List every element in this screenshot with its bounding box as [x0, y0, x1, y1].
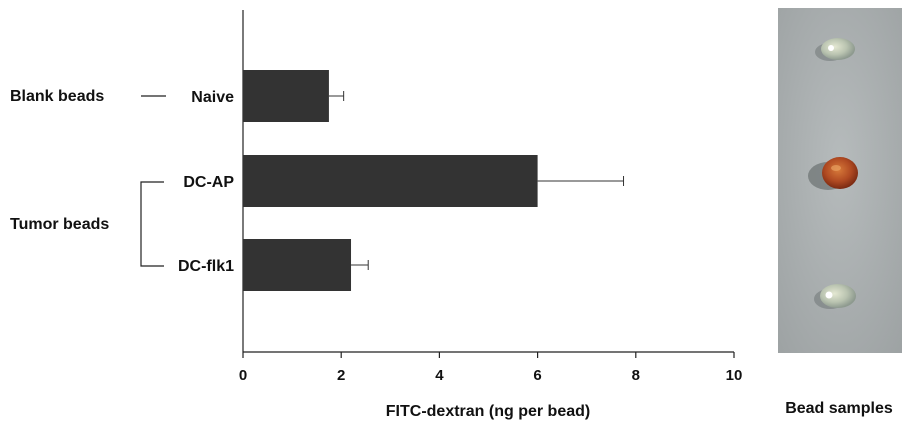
tumor-beads-bracket [140, 181, 164, 267]
bar-dc-flk1 [243, 239, 352, 291]
bar-naive [243, 70, 329, 122]
x-tick-label: 4 [435, 367, 444, 384]
photo-caption: Bead samples [785, 400, 893, 417]
x-tick-label: 0 [239, 367, 247, 384]
bead-samples-photo [778, 8, 902, 353]
bead-clear-top [815, 38, 855, 61]
x-tick-label: 6 [533, 367, 541, 384]
bars-group [243, 70, 625, 291]
group-label-blank-beads: Blank beads [10, 88, 104, 105]
x-axis-title: FITC-dextran (ng per bead) [386, 403, 590, 420]
category-label-naive: Naive [191, 89, 234, 106]
x-tick-label: 10 [726, 367, 743, 384]
category-label-dc-flk1: DC-flk1 [178, 258, 234, 275]
bead-clear-bottom [814, 284, 856, 309]
bar-dc-ap [243, 155, 538, 207]
x-tick-label: 8 [632, 367, 640, 384]
bead-red-middle [808, 157, 858, 190]
group-label-tumor-beads: Tumor beads [10, 216, 109, 233]
x-ticks: 0 2 4 6 8 10 [239, 352, 743, 384]
x-tick-label: 2 [337, 367, 345, 384]
category-labels: Naive DC-AP DC-flk1 [178, 89, 234, 275]
category-label-dc-ap: DC-AP [183, 174, 234, 191]
